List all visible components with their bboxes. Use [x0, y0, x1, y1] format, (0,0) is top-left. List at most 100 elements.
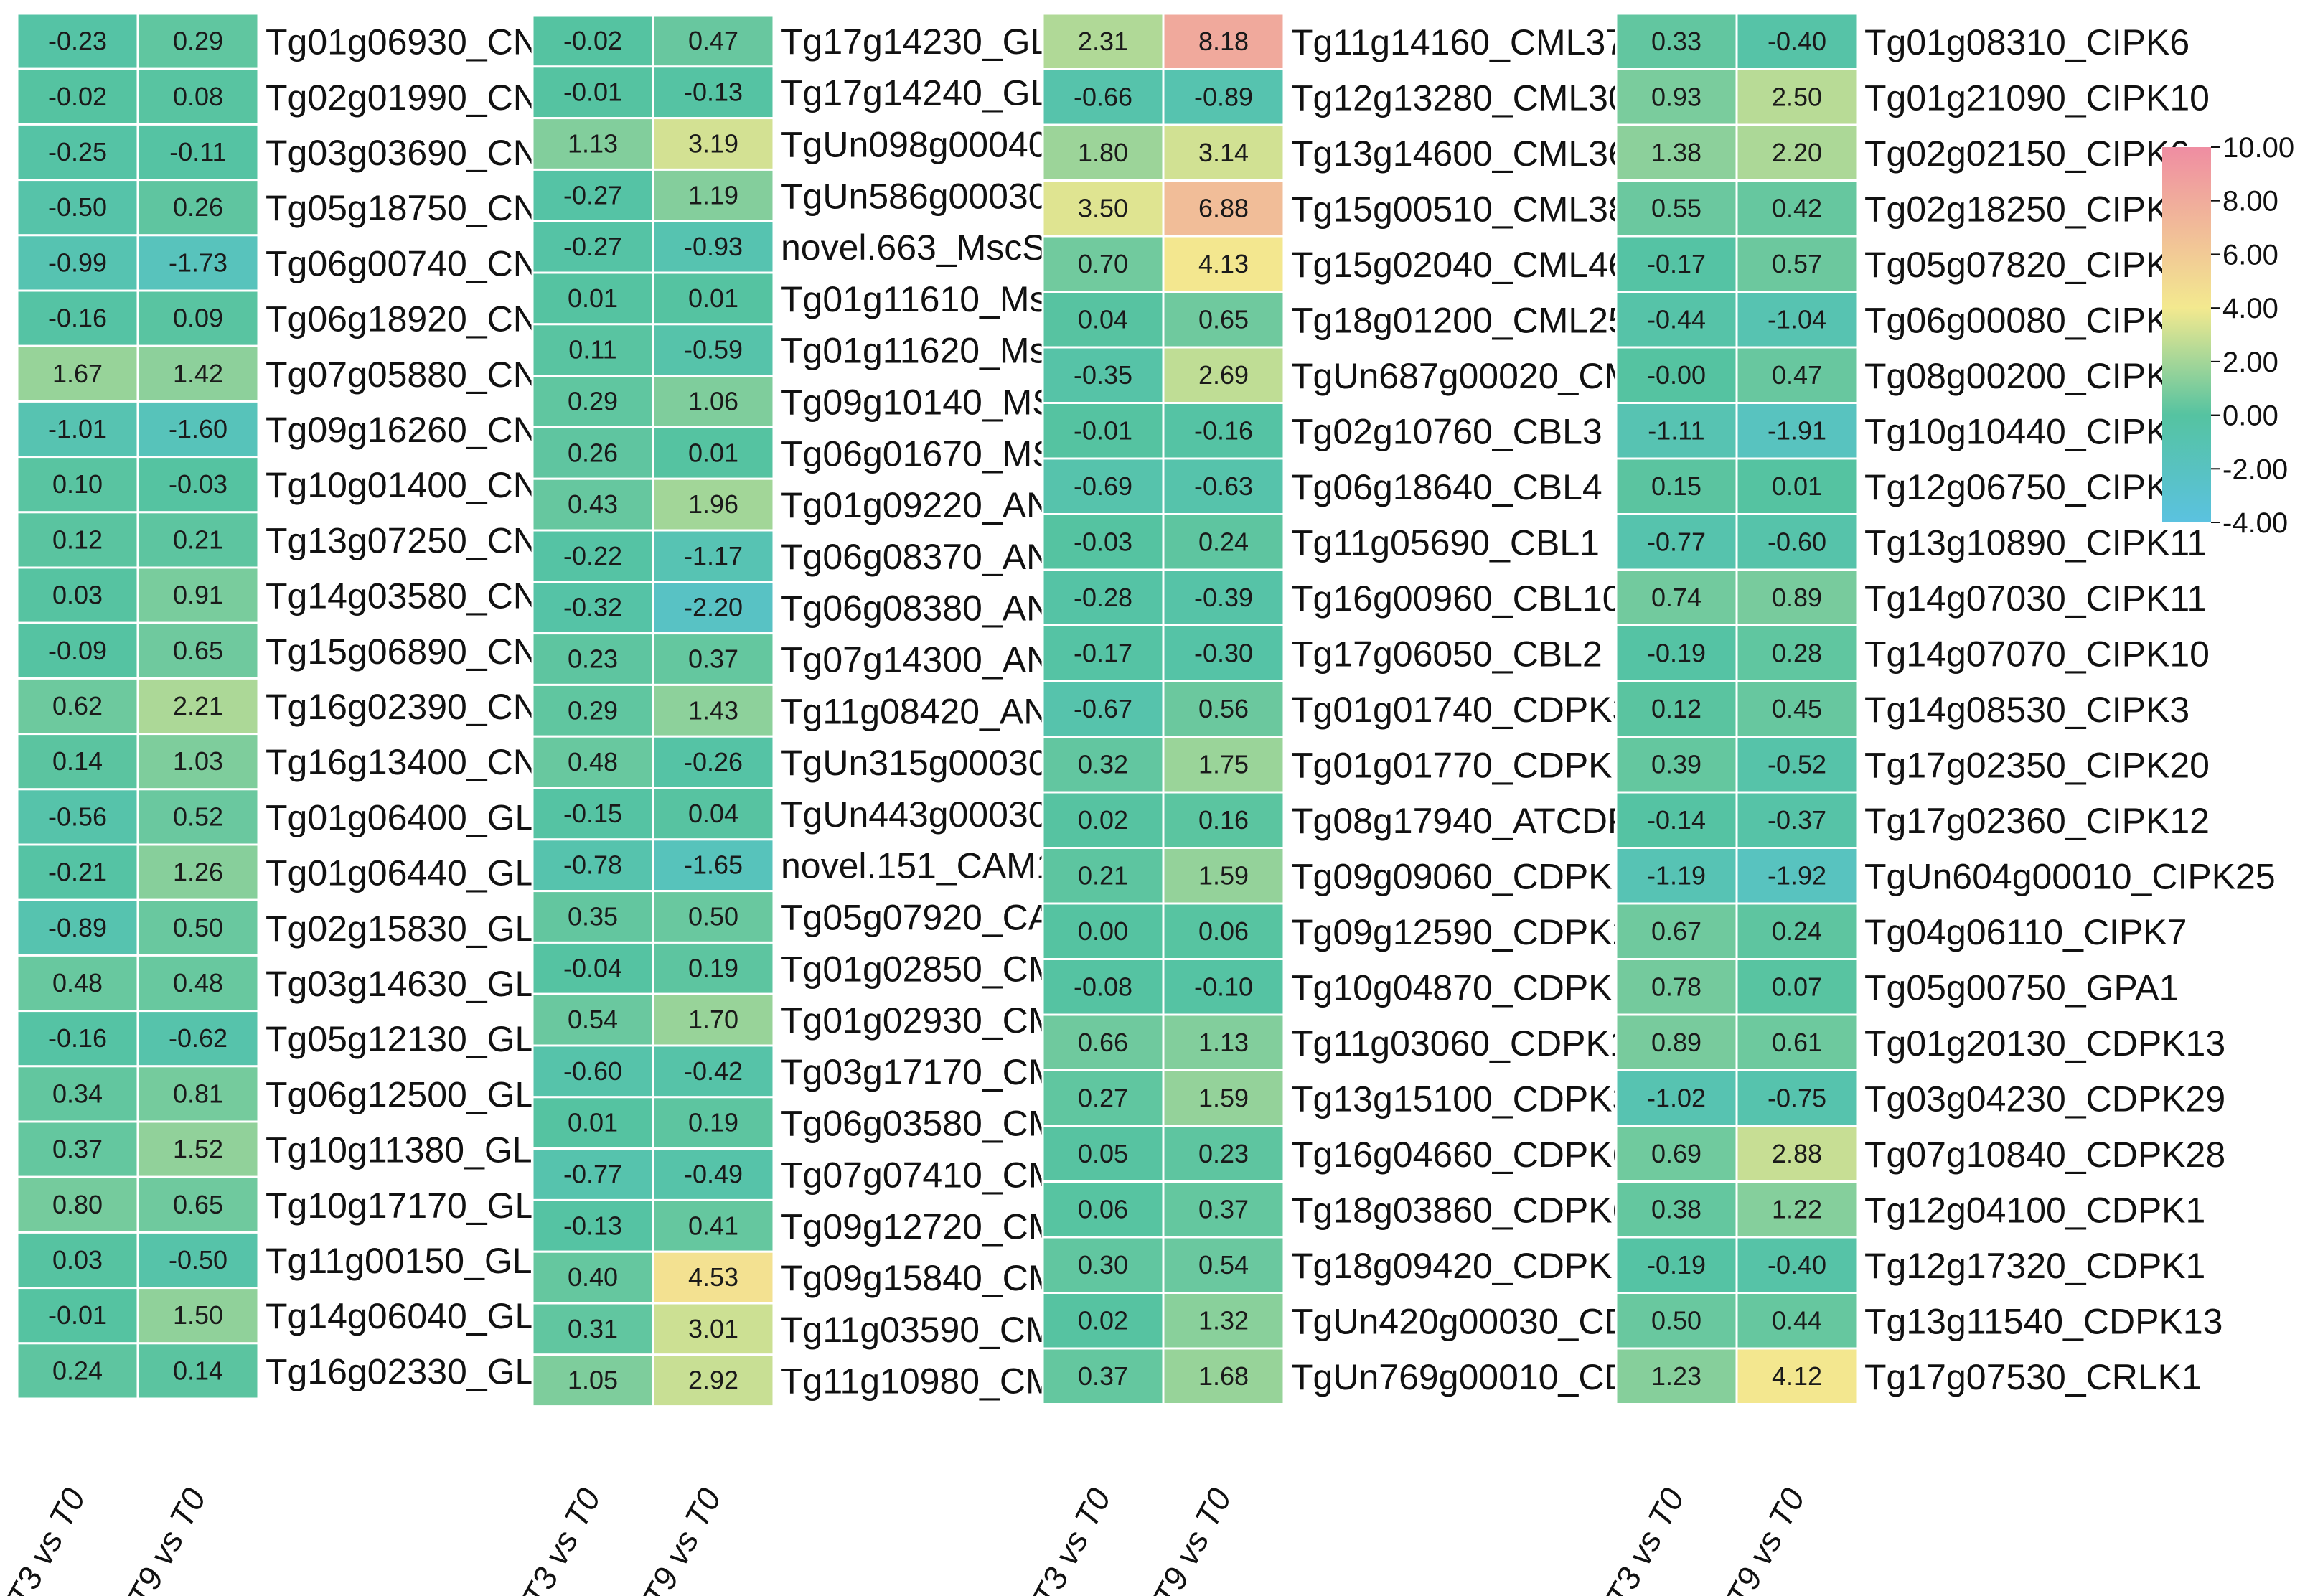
heatmap-cell	[652, 1302, 775, 1356]
gene-label: Tg09g12590_CDPK2	[1291, 912, 1632, 952]
cell-value-label: 0.65	[1198, 304, 1249, 334]
heatmap-cell	[1735, 68, 1859, 126]
cell-value-label: 0.48	[52, 968, 103, 998]
heatmap-cell	[1615, 235, 1738, 293]
cell-value-label: -0.40	[1768, 1250, 1826, 1280]
heatmap-cell	[1041, 1069, 1165, 1127]
gene-label: Tg04g06110_CIPK7	[1864, 912, 2187, 952]
cell-value-label: 0.10	[52, 469, 103, 499]
cell-value-label: 0.40	[568, 1262, 618, 1292]
cell-value-label: 0.23	[1198, 1139, 1249, 1168]
column-label: T3 vs T0	[515, 1482, 608, 1596]
cell-value-label: 0.21	[1078, 860, 1128, 890]
heatmap-cell	[1162, 958, 1285, 1016]
heatmap-cell	[1615, 68, 1738, 126]
gene-label: Tg12g13280_CML30	[1291, 78, 1628, 118]
heatmap-row: 0.54 1.70 Tg01g02930_CML36	[531, 992, 1118, 1047]
cell-value-label: 0.65	[173, 636, 223, 665]
cell-value-label: 0.14	[52, 746, 103, 776]
cell-value-label: 3.01	[688, 1314, 738, 1343]
heatmap-row: 1.80 3.14 Tg13g14600_CML36	[1041, 123, 1628, 182]
cell-value-label: 0.52	[173, 802, 223, 831]
heatmap-cell	[652, 632, 775, 686]
cell-value-label: 0.27	[1078, 1083, 1128, 1112]
column-label: T9 vs T0	[635, 1482, 728, 1596]
heatmap-row: -0.04 0.19 Tg01g02850_CML36	[531, 941, 1118, 995]
gene-label: Tg01g21090_CIPK10	[1864, 78, 2210, 118]
heatmap-cell	[1735, 123, 1859, 182]
heatmap-cell	[531, 1147, 654, 1201]
gene-label: Tg17g06050_CBL2	[1291, 634, 1602, 674]
cell-value-label: -0.69	[1074, 471, 1132, 501]
cell-value-label: 2.92	[688, 1366, 738, 1395]
gene-label: Tg11g03060_CDPK1A	[1291, 1023, 1654, 1064]
cell-value-label: 0.14	[173, 1356, 223, 1385]
cell-value-label: 0.30	[1078, 1250, 1128, 1280]
heatmap-cell	[652, 1096, 775, 1150]
cell-value-label: 0.48	[173, 968, 223, 998]
heatmap-cell	[1162, 902, 1285, 960]
heatmap-row: 0.34 0.81 Tg06g12500_GLR3.2	[16, 1065, 611, 1123]
heatmap-row: 0.80 0.65 Tg10g17170_GLR2.3	[16, 1175, 611, 1234]
heatmap-row: 0.26 0.01 Tg06g01670_MSL1	[531, 426, 1096, 480]
heatmap-cell	[1735, 624, 1859, 682]
heatmap-cell	[1615, 1236, 1738, 1294]
heatmap-row: 0.93 2.50 Tg01g21090_CIPK10	[1615, 68, 2210, 126]
gene-label: Tg16g00960_CBL10	[1291, 578, 1623, 619]
heatmap-cell	[16, 1120, 139, 1178]
cell-value-label: -0.03	[1074, 527, 1132, 556]
cell-value-label: 1.70	[688, 1005, 738, 1034]
cell-value-label: -0.19	[1647, 638, 1706, 667]
heatmap-cell	[531, 323, 654, 377]
cell-value-label: -0.21	[48, 858, 107, 887]
heatmap-row: -1.02 -0.75 Tg03g04230_CDPK29	[1615, 1069, 2225, 1127]
heatmap-row: 0.31 3.01 Tg11g03590_CML46	[531, 1302, 1115, 1356]
cell-value-label: 0.02	[1078, 1305, 1128, 1335]
cell-value-label: 0.37	[688, 644, 738, 674]
cell-value-label: 1.13	[568, 129, 618, 159]
cell-value-label: 1.22	[1772, 1194, 1822, 1224]
cell-value-label: -1.65	[684, 850, 743, 880]
cell-value-label: -0.60	[1768, 527, 1826, 556]
heatmap-cell	[1615, 680, 1738, 738]
heatmap-cell	[652, 14, 775, 68]
cell-value-label: 0.41	[688, 1211, 738, 1240]
heatmap-row: -0.01 -0.16 Tg02g10760_CBL3	[1041, 402, 1602, 460]
color-scale-tick-label: 10.00	[2222, 132, 2294, 164]
cell-value-label: -0.44	[1647, 304, 1706, 334]
cell-value-label: -0.00	[1647, 360, 1706, 390]
heatmap-row: 0.21 1.59 Tg09g09060_CDPK16	[1041, 847, 1652, 905]
cell-value-label: 2.20	[1772, 138, 1822, 167]
cell-value-label: -0.89	[48, 913, 107, 942]
gene-label: Tg18g01200_CML25	[1291, 300, 1628, 340]
heatmap-row: -1.11 -1.91 Tg10g10440_CIPK25	[1615, 402, 2210, 460]
heatmap-cell	[1615, 958, 1738, 1016]
heatmap-cell	[1162, 1125, 1285, 1183]
heatmap-row: -0.02 0.08 Tg02g01990_CNGC5	[16, 67, 613, 126]
cell-value-label: 3.19	[688, 129, 738, 159]
cell-value-label: -0.78	[563, 850, 622, 880]
gene-label: Tg02g18250_CIPK23	[1864, 189, 2210, 229]
cell-value-label: 4.53	[688, 1262, 738, 1292]
color-scale-legend: 10.00 8.00 6.00 4.00 2.00 0.00 -2.00 -4.00	[2162, 132, 2294, 539]
cell-value-label: 0.56	[1198, 694, 1249, 723]
cell-value-label: 0.42	[1772, 193, 1822, 222]
heatmap-row: -0.14 -0.37 Tg17g02360_CIPK12	[1615, 791, 2210, 849]
cell-value-label: 0.91	[173, 581, 223, 610]
heatmap-cell	[16, 898, 139, 957]
cell-value-label: 1.75	[1198, 749, 1249, 779]
cell-value-label: 0.03	[52, 581, 103, 610]
cell-value-label: -0.01	[48, 1300, 107, 1330]
gene-label: Tg17g02360_CIPK12	[1864, 801, 2210, 841]
heatmap-row: 0.78 0.07 Tg05g00750_GPA1	[1615, 958, 2179, 1016]
heatmap-cell	[136, 12, 260, 70]
heatmap-row: -0.77 -0.49 Tg07g07410_CML30	[531, 1147, 1118, 1201]
heatmap-cell	[531, 117, 654, 171]
heatmap-cell	[652, 1198, 775, 1253]
heatmap-cell	[136, 621, 260, 680]
heatmap-row: -0.67 0.56 Tg01g01740_CDPK32	[1041, 680, 1652, 738]
heatmap-cell	[136, 1120, 260, 1178]
heatmap-cell	[1041, 736, 1165, 794]
color-scale-tick-label: 6.00	[2222, 239, 2278, 271]
heatmap-row: -0.02 0.47 Tg17g14230_GLR3.4	[531, 14, 1126, 68]
